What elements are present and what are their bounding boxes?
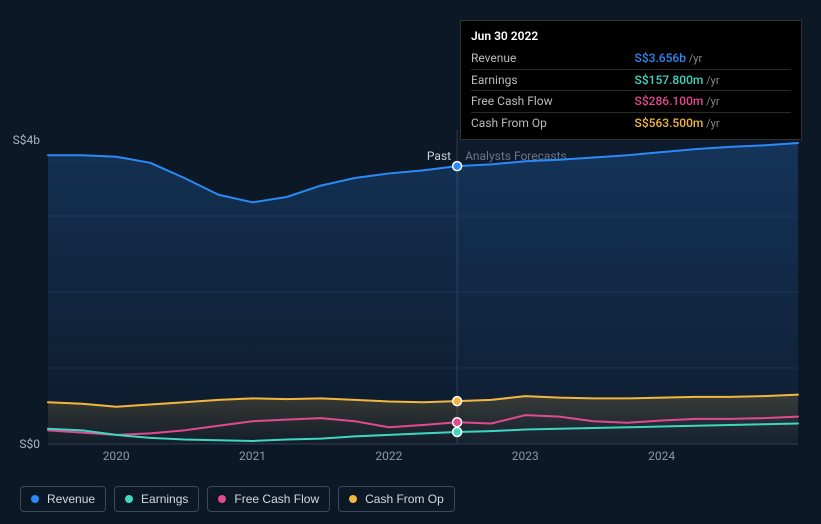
tooltip-title: Jun 30 2022 [471,27,791,48]
tooltip-row: EarningsS$157.800m /yr [471,69,791,91]
svg-text:2021: 2021 [239,449,266,463]
svg-text:Past: Past [427,149,451,163]
legend-dot-icon [31,495,39,503]
legend-item-fcf[interactable]: Free Cash Flow [207,486,330,512]
legend-item-cash_from_op[interactable]: Cash From Op [338,486,455,512]
tooltip-row: Cash From OpS$563.500m /yr [471,112,791,133]
financials-chart: S$0S$4b20202021202220232024PastAnalysts … [0,0,821,524]
svg-text:S$4b: S$4b [13,133,41,147]
chart-tooltip: Jun 30 2022 RevenueS$3.656b /yrEarningsS… [460,20,802,140]
tooltip-table: RevenueS$3.656b /yrEarningsS$157.800m /y… [471,48,791,133]
svg-text:2023: 2023 [512,449,539,463]
svg-text:2024: 2024 [648,449,675,463]
legend-label: Free Cash Flow [234,492,319,506]
svg-text:2020: 2020 [103,449,130,463]
legend-dot-icon [218,495,226,503]
legend-item-revenue[interactable]: Revenue [20,486,106,512]
tooltip-row: Free Cash FlowS$286.100m /yr [471,91,791,113]
legend-item-earnings[interactable]: Earnings [114,486,199,512]
legend-dot-icon [125,495,133,503]
chart-legend: Revenue Earnings Free Cash Flow Cash From O… [20,486,455,512]
svg-text:S$0: S$0 [19,437,40,451]
legend-label: Revenue [47,492,95,506]
legend-dot-icon [349,495,357,503]
tooltip-row: RevenueS$3.656b /yr [471,48,791,69]
svg-text:2022: 2022 [375,449,402,463]
legend-label: Earnings [141,492,188,506]
legend-label: Cash From Op [365,492,444,506]
